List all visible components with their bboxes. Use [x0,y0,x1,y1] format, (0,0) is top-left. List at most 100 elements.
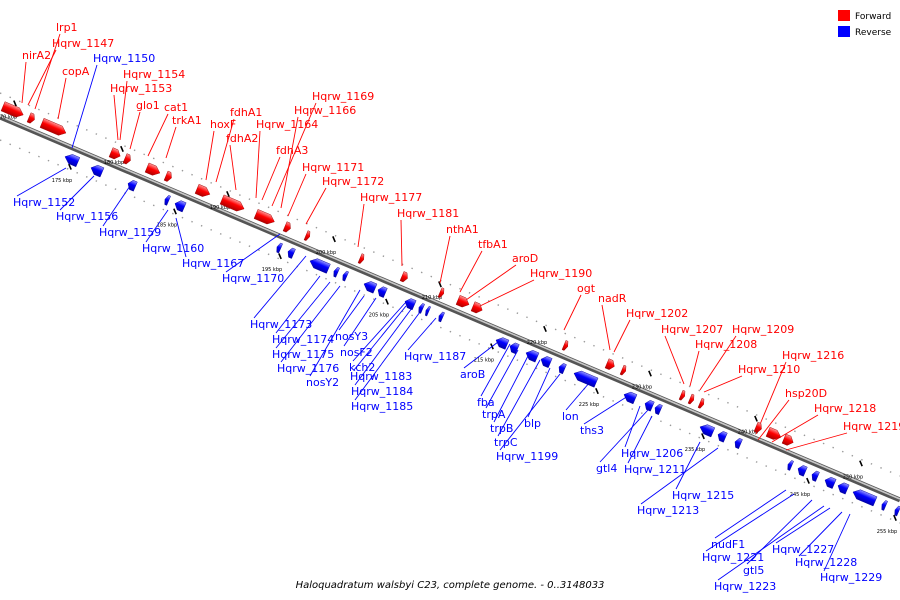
forward-gene-label-cat1[interactable]: cat1 [164,101,188,114]
forward-gene-arrow-17[interactable] [561,340,570,351]
reverse-gene-arrow-8[interactable] [332,267,340,278]
forward-gene-arrow-4[interactable] [122,153,132,166]
reverse-gene-label-hqrw-1183[interactable]: Hqrw_1183 [350,370,412,383]
reverse-gene-arrow-17[interactable] [508,341,520,355]
reverse-gene-arrow-0[interactable] [63,152,81,168]
reverse-gene-arrow-33[interactable] [851,487,878,507]
reverse-gene-label-hqrw-1223[interactable]: Hqrw_1223 [714,580,776,593]
forward-gene-arrow-19[interactable] [619,364,628,376]
forward-gene-arrow-6[interactable] [163,170,173,183]
reverse-gene-arrow-5[interactable] [275,242,283,254]
reverse-gene-arrow-11[interactable] [376,285,388,298]
reverse-gene-arrow-18[interactable] [524,348,540,363]
reverse-gene-label-hqrw-1159[interactable]: Hqrw_1159 [99,226,161,239]
reverse-gene-arrow-7[interactable] [308,256,331,274]
reverse-gene-label-nosy3[interactable]: nosY3 [335,330,368,343]
reverse-gene-arrow-16[interactable] [494,335,510,350]
reverse-gene-label-hqrw-1221[interactable]: Hqrw_1221 [702,551,764,564]
forward-gene-arrow-22[interactable] [697,398,706,409]
reverse-gene-label-hqrw-1160[interactable]: Hqrw_1160 [142,242,204,255]
reverse-gene-label-blp[interactable]: blp [524,417,541,430]
reverse-gene-arrow-26[interactable] [716,430,728,443]
reverse-gene-label-hqrw-1175[interactable]: Hqrw_1175 [272,348,334,361]
reverse-gene-arrow-28[interactable] [786,460,794,471]
reverse-gene-arrow-15[interactable] [437,311,445,323]
forward-gene-label-hqrw-1164[interactable]: Hqrw_1164 [256,118,318,131]
reverse-gene-label-trpc[interactable]: trpC [494,436,518,449]
forward-gene-label-hqrw-1171[interactable]: Hqrw_1171 [302,161,364,174]
forward-gene-arrow-9[interactable] [253,209,276,226]
forward-gene-label-trka1[interactable]: trkA1 [172,114,202,127]
reverse-gene-label-hqrw-1187[interactable]: Hqrw_1187 [404,350,466,363]
reverse-gene-label-gtl4[interactable]: gtl4 [596,462,617,475]
reverse-gene-label-hqrw-1174[interactable]: Hqrw_1174 [272,333,334,346]
forward-gene-arrow-20[interactable] [678,389,687,401]
forward-gene-label-hqrw-1169[interactable]: Hqrw_1169 [312,90,374,103]
reverse-gene-label-kch2[interactable]: kch2 [349,361,375,374]
forward-gene-arrow-3[interactable] [108,147,122,161]
forward-gene-arrow-23[interactable] [753,421,763,434]
reverse-gene-arrow-22[interactable] [622,390,638,405]
forward-gene-arrow-15[interactable] [455,295,471,309]
reverse-gene-label-hqrw-1206[interactable]: Hqrw_1206 [621,447,683,460]
reverse-gene-arrow-6[interactable] [286,247,296,259]
reverse-gene-arrow-21[interactable] [572,369,599,388]
reverse-gene-arrow-34[interactable] [880,500,888,511]
forward-gene-label-glo1[interactable]: glo1 [136,99,160,112]
reverse-gene-label-hqrw-1185[interactable]: Hqrw_1185 [351,400,413,413]
reverse-gene-label-hqrw-1199[interactable]: Hqrw_1199 [496,450,558,463]
forward-gene-label-hqrw-1154[interactable]: Hqrw_1154 [123,68,185,81]
forward-gene-arrow-24[interactable] [765,426,783,442]
reverse-gene-arrow-4[interactable] [173,199,187,213]
forward-gene-label-hoxf[interactable]: hoxF [210,118,236,131]
reverse-gene-arrow-27[interactable] [733,437,743,449]
reverse-gene-label-fba[interactable]: fba [477,396,495,409]
forward-gene-arrow-10[interactable] [282,221,292,234]
reverse-gene-label-arob[interactable]: aroB [460,368,485,381]
forward-gene-label-copa[interactable]: copA [62,65,90,78]
forward-gene-arrow-0[interactable] [0,101,25,120]
reverse-gene-arrow-35[interactable] [893,505,900,517]
reverse-gene-label-hqrw-1150[interactable]: Hqrw_1150 [93,52,155,65]
reverse-gene-arrow-32[interactable] [836,481,850,495]
forward-gene-arrow-5[interactable] [144,162,162,178]
forward-gene-label-hqrw-1216[interactable]: Hqrw_1216 [782,349,844,362]
reverse-gene-label-hqrw-1211[interactable]: Hqrw_1211 [624,463,686,476]
reverse-gene-arrow-9[interactable] [341,270,349,282]
reverse-gene-arrow-1[interactable] [89,163,105,178]
reverse-gene-arrow-23[interactable] [643,399,655,412]
forward-gene-label-fdha1[interactable]: fdhA1 [230,106,262,119]
forward-gene-label-nira2[interactable]: nirA2 [22,49,51,62]
forward-gene-arrow-8[interactable] [219,194,246,214]
reverse-gene-arrow-2[interactable] [126,179,138,192]
reverse-gene-label-hqrw-1176[interactable]: Hqrw_1176 [277,362,339,375]
forward-gene-arrow-13[interactable] [399,271,409,283]
reverse-gene-arrow-14[interactable] [424,305,431,317]
reverse-gene-arrow-3[interactable] [163,195,171,206]
reverse-gene-label-hqrw-1184[interactable]: Hqrw_1184 [351,385,413,398]
forward-gene-label-hqrw-1210[interactable]: Hqrw_1210 [738,363,800,376]
forward-gene-label-hqrw-1219[interactable]: Hqrw_1219 [843,420,900,433]
reverse-gene-label-hqrw-1227[interactable]: Hqrw_1227 [772,543,834,556]
forward-gene-label-lrp1[interactable]: lrp1 [56,21,78,34]
reverse-gene-label-hqrw-1173[interactable]: Hqrw_1173 [250,318,312,331]
reverse-gene-arrow-30[interactable] [810,470,820,482]
reverse-gene-label-gtl5[interactable]: gtl5 [743,564,764,577]
reverse-gene-label-nosy2[interactable]: nosY2 [306,376,339,389]
reverse-gene-label-trpa[interactable]: trpA [482,408,506,421]
forward-gene-label-arod[interactable]: aroD [512,252,538,265]
forward-gene-label-hqrw-1218[interactable]: Hqrw_1218 [814,402,876,415]
reverse-gene-label-ths3[interactable]: ths3 [580,424,604,437]
forward-gene-label-ogt[interactable]: ogt [577,282,596,295]
reverse-gene-label-hqrw-1215[interactable]: Hqrw_1215 [672,489,734,502]
reverse-gene-arrow-20[interactable] [557,362,567,375]
forward-gene-arrow-7[interactable] [194,183,212,199]
forward-gene-label-hqrw-1177[interactable]: Hqrw_1177 [360,191,422,204]
reverse-gene-arrow-24[interactable] [653,403,663,415]
reverse-gene-label-hqrw-1170[interactable]: Hqrw_1170 [222,272,284,285]
forward-gene-arrow-16[interactable] [470,301,484,315]
reverse-gene-arrow-10[interactable] [362,279,378,294]
forward-gene-label-hsp20d[interactable]: hsp20D [785,387,827,400]
forward-gene-arrow-11[interactable] [303,230,312,242]
forward-gene-label-hqrw-1202[interactable]: Hqrw_1202 [626,307,688,320]
